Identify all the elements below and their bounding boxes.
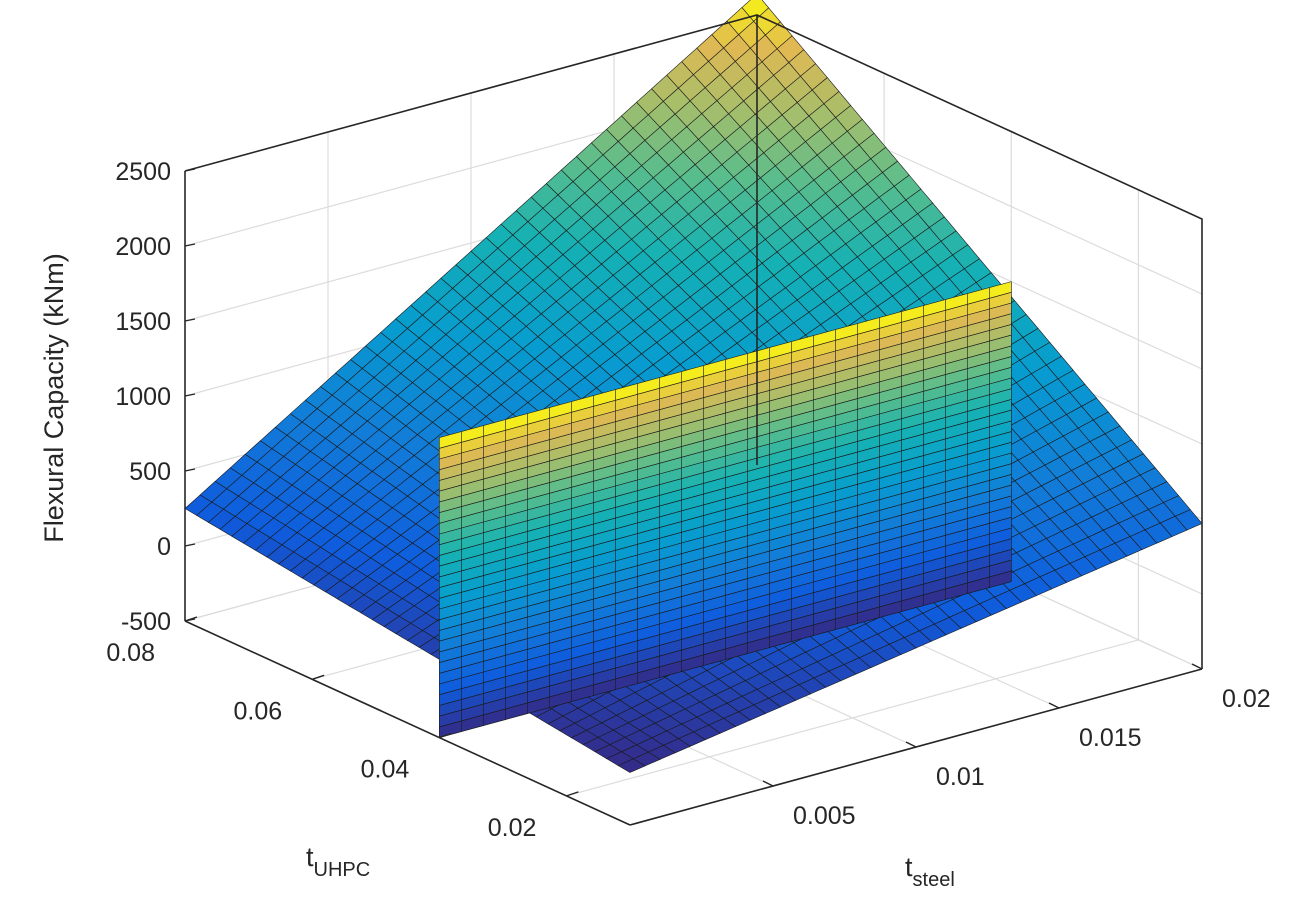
- y-tick-mark: [184, 616, 198, 622]
- x-tick-label: 0.01: [936, 763, 985, 791]
- z-tick-mark: [184, 243, 196, 247]
- plane-patch: [988, 281, 1012, 299]
- z-tick-mark: [184, 468, 196, 472]
- y-tick-label: 0.08: [106, 639, 155, 667]
- x-tick-label: 0.005: [793, 802, 856, 830]
- x-tick-mark: [905, 741, 917, 748]
- y-tick-label: 0.02: [488, 814, 537, 842]
- x-tick-label: 0.02: [1222, 685, 1271, 713]
- box-edge: [184, 14, 1203, 669]
- y-axis-line: [184, 620, 631, 826]
- tick-labels: -500 0 500 1000 1500 2000 2500 0.005 0.01 0.015 0.…: [106, 158, 1270, 842]
- z-tick-label: 1000: [115, 383, 171, 411]
- z-tick-label: 0: [157, 533, 171, 561]
- z-tick-mark: [184, 318, 196, 322]
- vertical-plane-surface: [438, 281, 1012, 738]
- z-axis-label: Flexural Capacity (kNm): [39, 253, 69, 543]
- z-tick-label: -500: [121, 608, 171, 636]
- z-tick-label: 2500: [115, 158, 171, 186]
- y-tick-label: 0.06: [233, 697, 282, 725]
- x-tick-label: 0.015: [1079, 724, 1142, 752]
- y-tick-mark: [439, 732, 452, 739]
- y-gridline: [566, 189, 1140, 797]
- z-tick-mark: [184, 393, 196, 397]
- x-axis-label: tsteel: [905, 852, 955, 891]
- z-tick-label: 1500: [115, 308, 171, 336]
- x-tick-mark: [1191, 663, 1203, 670]
- z-tick-mark: [184, 168, 196, 172]
- z-tick-label: 500: [129, 458, 171, 486]
- x-tick-mark: [762, 780, 774, 787]
- surface-patch: [617, 758, 646, 773]
- y-tick-mark: [566, 791, 579, 797]
- y-axis-label: tUHPC: [306, 842, 370, 881]
- z-tick-mark: [184, 543, 196, 547]
- z-tick-label: 2000: [115, 233, 171, 261]
- x-tick-mark: [1048, 702, 1060, 709]
- y-tick-label: 0.04: [361, 756, 410, 784]
- y-tick-mark: [311, 674, 325, 680]
